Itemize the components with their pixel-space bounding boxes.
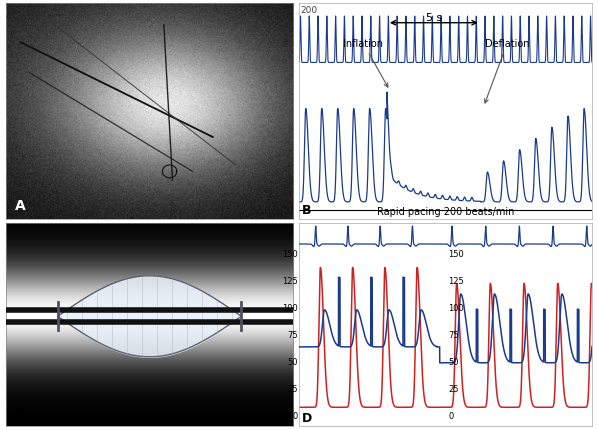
Text: 200: 200: [300, 6, 318, 15]
Text: 150: 150: [282, 249, 298, 258]
Text: Deflation: Deflation: [484, 39, 529, 104]
Text: 50: 50: [287, 357, 298, 366]
Text: 100: 100: [448, 303, 464, 312]
Text: 150: 150: [448, 249, 464, 258]
Text: 25: 25: [287, 384, 298, 393]
Text: 75: 75: [287, 330, 298, 339]
Text: Rapid pacing 200 beats/min: Rapid pacing 200 beats/min: [377, 206, 514, 216]
Text: D: D: [302, 411, 312, 424]
Text: B: B: [302, 203, 312, 216]
Text: 125: 125: [448, 276, 464, 286]
Text: 5 s: 5 s: [426, 13, 442, 23]
Text: 0: 0: [448, 411, 454, 420]
Text: 50: 50: [448, 357, 459, 366]
Text: 25: 25: [448, 384, 459, 393]
Text: A: A: [14, 199, 25, 213]
Text: 0: 0: [292, 411, 298, 420]
Text: C: C: [14, 405, 25, 420]
Text: 125: 125: [282, 276, 298, 286]
Text: 75: 75: [448, 330, 459, 339]
Text: 100: 100: [282, 303, 298, 312]
Text: Inflation: Inflation: [343, 39, 388, 88]
